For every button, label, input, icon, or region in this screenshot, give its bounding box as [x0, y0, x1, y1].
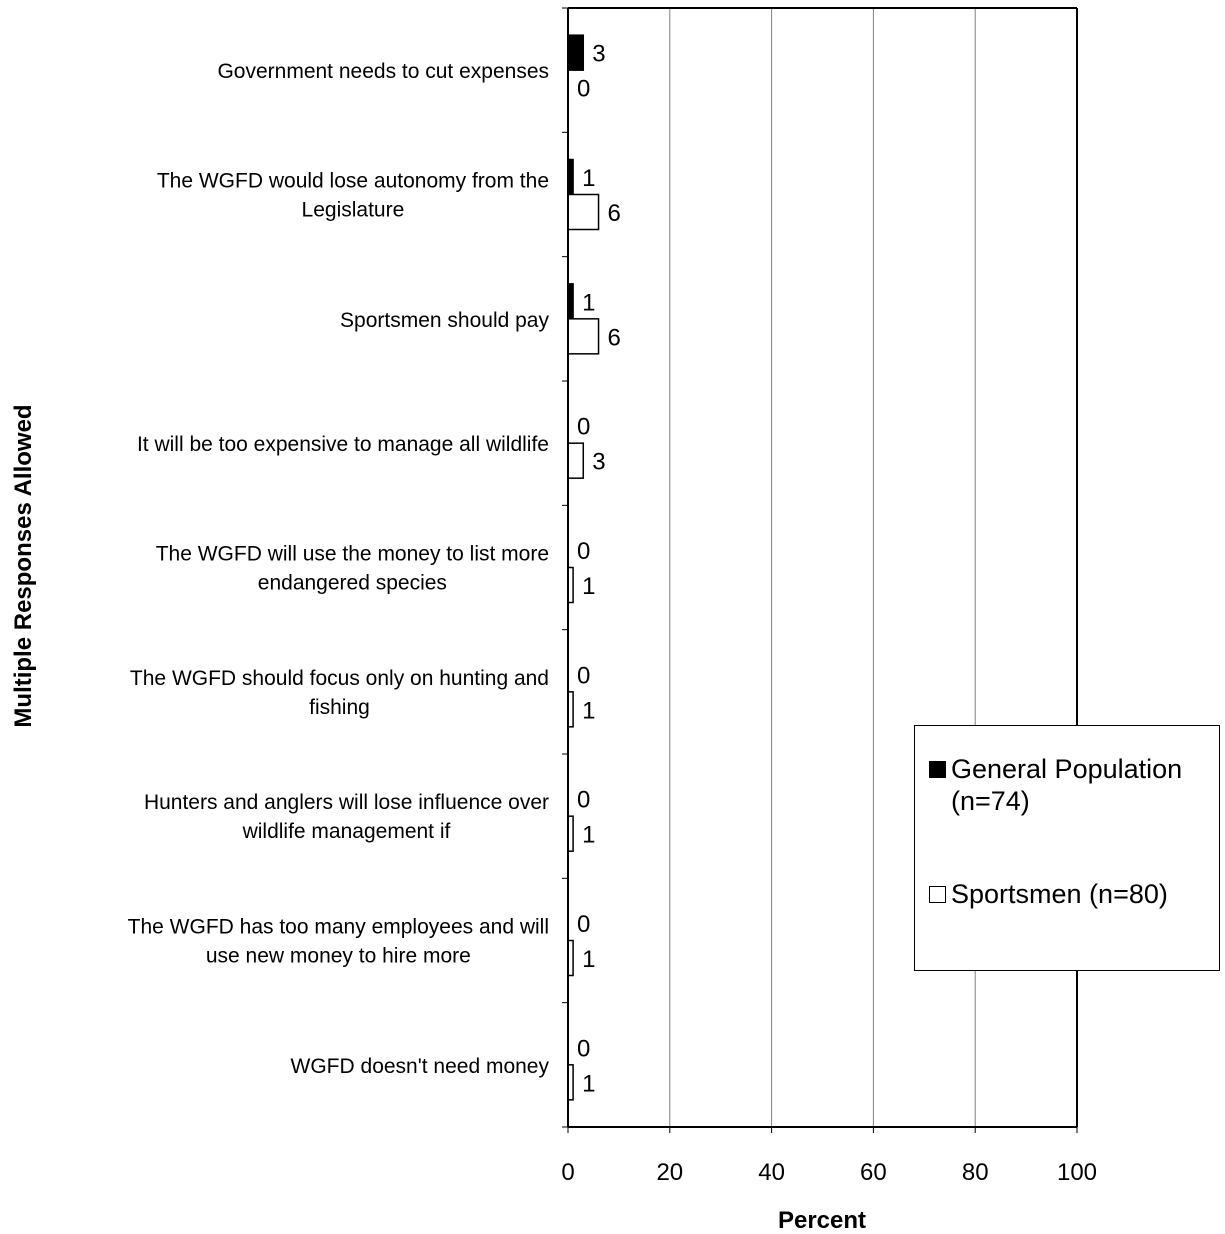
- value-label-general-population-7: 0: [577, 911, 590, 938]
- x-tick-label-80: 80: [962, 1159, 989, 1186]
- x-tick-label-40: 40: [758, 1159, 785, 1186]
- legend-swatch-general-population: [929, 761, 946, 778]
- value-label-general-population-1: 1: [582, 165, 595, 192]
- x-tick-label-20: 20: [656, 1159, 683, 1186]
- value-label-general-population-6: 0: [577, 787, 590, 814]
- legend-item-sportsmen: Sportsmen (n=80): [929, 878, 1168, 910]
- value-label-sportsmen-5: 1: [582, 697, 595, 724]
- category-label-4-line-0: The WGFD will use the money to list more: [156, 543, 549, 566]
- value-label-general-population-4: 0: [577, 538, 590, 565]
- x-tick-label-0: 0: [561, 1159, 574, 1186]
- category-label-4-line-1: endangered species: [258, 572, 447, 595]
- category-label-5-line-0: The WGFD should focus only on hunting an…: [130, 667, 549, 690]
- category-label-5-line-1: fishing: [309, 696, 370, 719]
- category-label-6-line-1: wildlife management if: [242, 820, 451, 843]
- bar-sportsmen-3: [567, 442, 585, 479]
- category-label-6-line-0: Hunters and anglers will lose influence …: [144, 791, 549, 814]
- category-label-8: WGFD doesn't need money: [291, 1055, 550, 1078]
- value-label-general-population-3: 0: [577, 414, 590, 441]
- value-label-sportsmen-2: 6: [608, 324, 621, 351]
- bars: [567, 34, 600, 1101]
- value-label-sportsmen-0: 0: [577, 76, 590, 103]
- legend-item-general-population: General Population (n=74): [929, 753, 1182, 817]
- category-label-2: Sportsmen should pay: [340, 309, 549, 332]
- bar-sportsmen-1: [567, 193, 600, 231]
- value-label-general-population-2: 1: [582, 289, 595, 316]
- category-label-1-line-1: Legislature: [302, 199, 405, 222]
- y-axis-title: Multiple Responses Allowed: [10, 404, 37, 727]
- value-label-general-population-5: 0: [577, 662, 590, 689]
- legend: General Population (n=74) Sportsmen (n=8…: [914, 725, 1220, 971]
- category-label-7-line-1: use new money to hire more: [206, 945, 471, 968]
- x-tick-label-60: 60: [860, 1159, 887, 1186]
- value-label-general-population-0: 3: [592, 41, 605, 68]
- legend-swatch-sportsmen: [929, 886, 946, 903]
- x-tick-label-100: 100: [1057, 1159, 1097, 1186]
- x-axis-title: Percent: [778, 1207, 866, 1234]
- value-label-sportsmen-3: 3: [592, 449, 605, 476]
- legend-label-sportsmen: Sportsmen (n=80): [951, 879, 1168, 909]
- legend-label-general-population: General Population (n=74): [951, 754, 1183, 816]
- category-label-0: Government needs to cut expenses: [217, 60, 549, 83]
- value-label-sportsmen-1: 6: [608, 200, 621, 227]
- category-label-7-line-0: The WGFD has too many employees and will: [128, 916, 549, 939]
- value-label-sportsmen-6: 1: [582, 822, 595, 849]
- bar-general-population-0: [567, 34, 585, 71]
- category-label-3: It will be too expensive to manage all w…: [137, 433, 549, 456]
- category-label-1-line-0: The WGFD would lose autonomy from the: [157, 170, 549, 193]
- value-label-sportsmen-7: 1: [582, 946, 595, 973]
- bar-sportsmen-2: [567, 318, 600, 355]
- value-label-sportsmen-8: 1: [582, 1070, 595, 1097]
- value-label-sportsmen-4: 1: [582, 573, 595, 600]
- value-label-general-population-8: 0: [577, 1035, 590, 1062]
